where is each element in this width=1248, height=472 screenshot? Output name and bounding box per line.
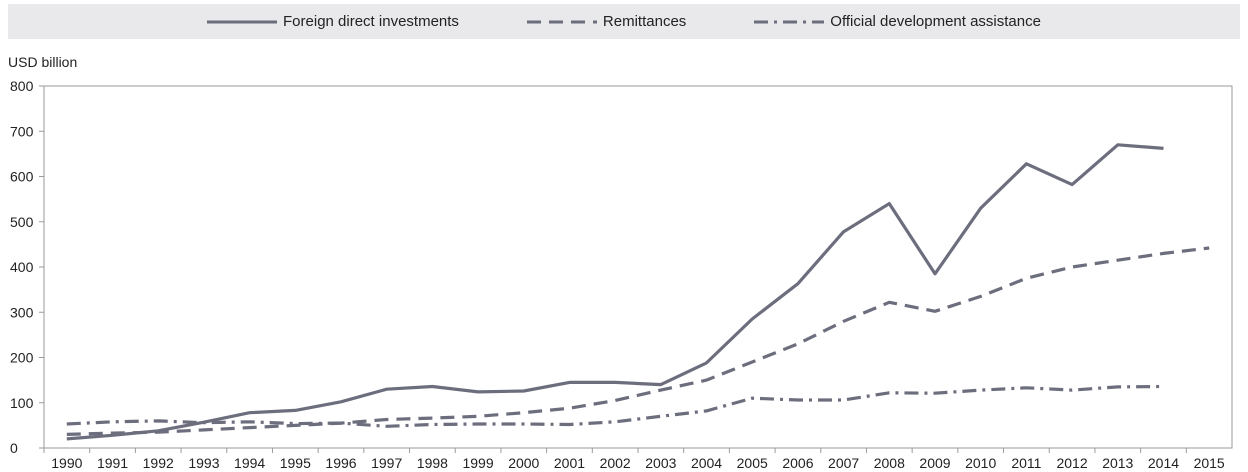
x-tick-label: 1995 [280, 455, 311, 471]
series-line-2 [66, 384, 1164, 428]
legend-item-fdi: Foreign direct investments [207, 13, 459, 30]
x-tick-label: 1990 [51, 455, 82, 471]
y-tick-label: 300 [10, 304, 34, 320]
y-tick-labels: 0 100 200 300 400 500 600 700 800 [10, 78, 34, 456]
x-tick-label: 2014 [1148, 455, 1179, 471]
x-tick-label: 2000 [508, 455, 539, 471]
y-tick-label: 500 [10, 214, 34, 230]
x-tick-label: 2003 [645, 455, 676, 471]
x-tick-label: 1998 [417, 455, 448, 471]
y-tick-label: 600 [10, 169, 34, 185]
legend-label: Official development assistance [830, 13, 1041, 30]
series-line-0 [66, 143, 1164, 441]
x-tick-label: 2010 [965, 455, 996, 471]
x-tick-label: 2007 [828, 455, 859, 471]
x-tick-label: 1996 [325, 455, 356, 471]
legend-swatch-solid [207, 20, 278, 23]
x-tick-label: 2006 [782, 455, 813, 471]
x-tick-label: 1999 [462, 455, 493, 471]
axes [39, 85, 1233, 453]
y-tick-label: 700 [10, 123, 34, 139]
x-tick-label: 1994 [234, 455, 265, 471]
x-tick-label: 2012 [1056, 455, 1087, 471]
x-tick-label: 2002 [600, 455, 631, 471]
series-lines [66, 143, 1210, 441]
legend-swatch-dashed [526, 20, 597, 23]
x-tick-label: 2011 [1011, 455, 1041, 471]
y-axis-label: USD billion [8, 54, 78, 70]
y-tick-label: 400 [10, 259, 34, 275]
y-tick-label: 100 [10, 395, 34, 411]
chart-legend: Foreign direct investments Remittances O… [8, 4, 1240, 39]
y-tick-label: 800 [10, 78, 34, 94]
legend-label: Foreign direct investments [283, 13, 459, 30]
legend-item-oda: Official development assistance [754, 13, 1041, 30]
x-tick-label: 2004 [691, 455, 722, 471]
y-tick-label: 0 [10, 440, 18, 456]
x-tick-label: 2008 [874, 455, 905, 471]
legend-swatch-dashdot [754, 20, 825, 23]
x-tick-label: 2005 [737, 455, 768, 471]
x-tick-label: 2015 [1194, 455, 1225, 471]
x-tick-label: 1991 [97, 455, 128, 471]
legend-item-remittances: Remittances [526, 13, 687, 30]
x-tick-label: 2009 [919, 455, 950, 471]
y-tick-label: 200 [10, 350, 34, 366]
x-tick-label: 2013 [1102, 455, 1133, 471]
x-tick-label: 2001 [554, 455, 585, 471]
x-tick-labels: 1990 1991 1992 1993 1994 1995 1996 1997 1998 1999… [51, 455, 1225, 471]
x-tick-label: 1992 [143, 455, 174, 471]
x-tick-label: 1993 [188, 455, 219, 471]
legend-label: Remittances [602, 13, 687, 30]
x-tick-label: 1997 [371, 455, 402, 471]
series-line-1 [66, 246, 1210, 436]
